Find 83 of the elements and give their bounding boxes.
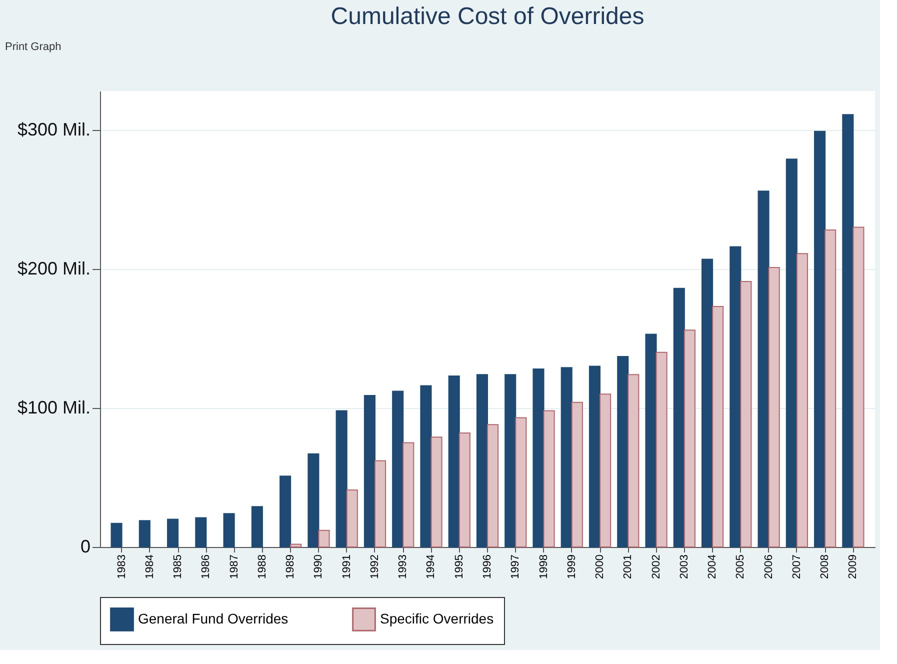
x-tick-label: 1987 xyxy=(228,554,240,579)
x-tick-label: 1991 xyxy=(340,554,353,579)
bar xyxy=(532,368,544,548)
x-tick-label: 2001 xyxy=(622,554,634,579)
bar xyxy=(110,522,122,548)
legend-label: Specific Overrides xyxy=(380,610,494,626)
x-tick-label: 1985 xyxy=(172,554,184,579)
bar xyxy=(560,367,572,548)
bar xyxy=(588,366,601,548)
bar xyxy=(336,410,348,548)
bar xyxy=(402,442,414,548)
x-tick-label: 1994 xyxy=(425,554,438,579)
x-tick-label: 2008 xyxy=(819,554,832,579)
bar xyxy=(712,306,724,548)
bar xyxy=(543,410,555,548)
x-tick-label: 2004 xyxy=(706,554,719,579)
y-tick-label: $200 Mil. xyxy=(17,258,90,278)
y-tick-label: $300 Mil. xyxy=(17,119,90,140)
x-tick-label: 2000 xyxy=(594,554,606,579)
bar xyxy=(223,513,235,548)
bar xyxy=(251,506,263,548)
chart-title: Cumulative Cost of Overrides xyxy=(330,3,644,30)
bar xyxy=(420,385,432,548)
x-tick-label: 1998 xyxy=(538,554,550,579)
bar xyxy=(842,114,854,548)
bar xyxy=(796,253,808,548)
x-tick-label: 2003 xyxy=(678,554,690,579)
legend-label: General Fund Overrides xyxy=(138,610,288,626)
bar xyxy=(673,288,685,548)
x-tick-label: 1993 xyxy=(397,554,410,579)
bar xyxy=(628,374,640,548)
x-tick-label: 1995 xyxy=(453,554,466,579)
bar xyxy=(138,520,150,548)
bar xyxy=(290,544,302,548)
x-tick-label: 1983 xyxy=(116,554,128,579)
x-tick-label: 2005 xyxy=(734,554,747,579)
x-tick-label: 1997 xyxy=(510,554,522,579)
bar xyxy=(656,352,668,548)
bar xyxy=(645,334,657,548)
bar xyxy=(617,356,629,548)
text: Print Graph xyxy=(5,41,62,53)
bar xyxy=(318,530,330,548)
bar xyxy=(346,490,358,548)
x-tick-label: 1988 xyxy=(256,554,268,579)
bar xyxy=(814,130,826,548)
bar xyxy=(701,258,714,548)
bar xyxy=(768,267,780,548)
x-tick-label: 1986 xyxy=(200,554,212,579)
bar xyxy=(515,417,527,548)
x-tick-label: 1984 xyxy=(144,554,156,579)
bar xyxy=(487,424,499,548)
x-tick-label: 1990 xyxy=(312,554,325,579)
x-tick-label: 2006 xyxy=(762,554,775,579)
x-tick-label: 1996 xyxy=(482,554,494,579)
bar xyxy=(458,432,470,548)
bar xyxy=(364,394,376,548)
bar xyxy=(571,402,583,548)
bar xyxy=(392,390,404,548)
bar xyxy=(476,374,488,548)
bar xyxy=(195,517,207,548)
bar xyxy=(852,226,864,548)
y-tick-label: 0 xyxy=(80,536,90,556)
bar xyxy=(758,190,770,548)
bar xyxy=(430,436,442,548)
bar xyxy=(824,230,836,548)
bar xyxy=(504,374,516,548)
bar xyxy=(308,453,320,548)
x-tick-label: 2002 xyxy=(650,554,662,579)
bar xyxy=(374,460,386,548)
bar xyxy=(740,280,752,548)
y-tick-label: $100 Mil. xyxy=(17,397,90,418)
bar xyxy=(167,518,179,548)
x-tick-label: 1999 xyxy=(566,554,578,579)
bar xyxy=(280,476,292,548)
bar xyxy=(730,246,742,548)
x-tick-label: 1992 xyxy=(368,554,381,579)
x-tick-label: 1989 xyxy=(284,554,297,579)
bar xyxy=(448,376,460,548)
bar xyxy=(600,394,612,548)
bar xyxy=(786,158,798,548)
bar xyxy=(684,330,696,548)
x-tick-label: 2007 xyxy=(790,554,803,579)
x-tick-label: 2009 xyxy=(847,554,860,579)
